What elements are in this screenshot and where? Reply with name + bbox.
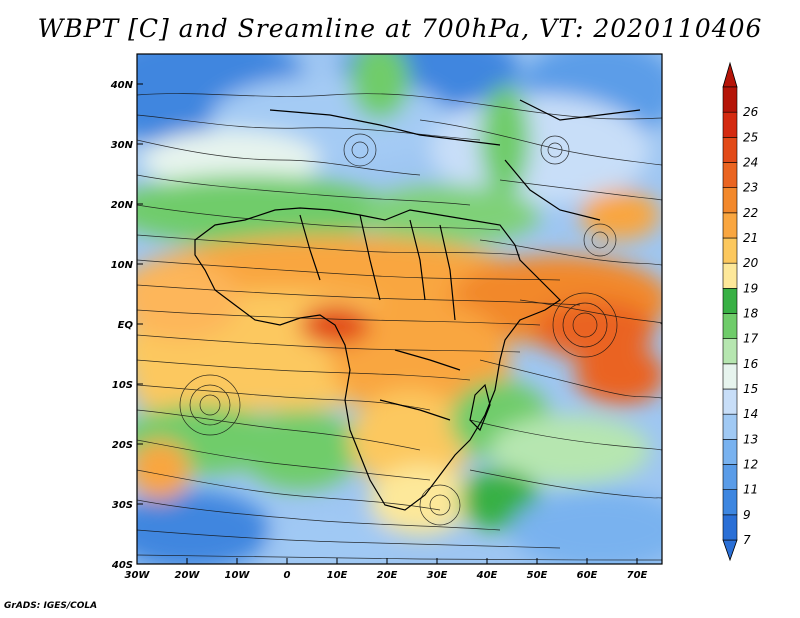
colorbar-label: 9 bbox=[743, 508, 751, 522]
colorbar-label: 23 bbox=[743, 181, 758, 195]
lon-tick-label: 30W bbox=[125, 570, 151, 581]
colorbar-label: 14 bbox=[743, 407, 758, 421]
map-title: WBPT [C] and Sreamline at 700hPa, VT: 20… bbox=[37, 14, 763, 43]
lat-tick-label: 40S bbox=[111, 560, 133, 571]
colorbar-label: 13 bbox=[743, 432, 758, 446]
colorbar-swatch bbox=[722, 413, 738, 440]
lon-tick-label: 70E bbox=[627, 570, 648, 581]
colorbar-label: 21 bbox=[743, 231, 758, 245]
colorbar-swatch bbox=[722, 514, 738, 541]
lon-tick-label: 20E bbox=[377, 570, 398, 581]
lat-tick-label: 20S bbox=[112, 440, 133, 451]
colorbar-label: 7 bbox=[743, 533, 751, 547]
colorbar-label: 20 bbox=[743, 256, 759, 270]
colorbar-swatch bbox=[722, 137, 738, 163]
colorbar-swatch bbox=[722, 111, 738, 138]
coastlines bbox=[194, 99, 641, 511]
lon-tick-label: 40E bbox=[476, 570, 498, 581]
colorbar-min-arrow bbox=[722, 539, 738, 562]
colorbar-label: 22 bbox=[743, 206, 758, 220]
colorbar-swatch bbox=[722, 439, 738, 465]
lon-tick-label: 10W bbox=[225, 570, 251, 581]
longitude-axis: 30W 20W 10W 0 10E 20E 30E 40E 50E 60E 70E bbox=[125, 558, 648, 581]
lat-tick-label: 30N bbox=[111, 140, 134, 151]
colorbar-label: 24 bbox=[743, 156, 758, 170]
lat-tick-label: 30S bbox=[112, 500, 133, 511]
colorbar-swatch bbox=[722, 464, 738, 490]
wbpt-shading bbox=[137, 54, 662, 564]
colorbar-swatch bbox=[722, 262, 738, 289]
lon-tick-label: 20W bbox=[175, 570, 201, 581]
lon-tick-label: 30E bbox=[427, 570, 448, 581]
colorbar-max-arrow bbox=[722, 61, 738, 88]
colorbar-swatch bbox=[722, 212, 738, 239]
lat-tick-label: 20N bbox=[111, 200, 134, 211]
colorbar-swatch bbox=[722, 162, 738, 188]
colorbar-label: 11 bbox=[743, 483, 758, 497]
colorbar-swatch bbox=[722, 489, 738, 516]
colorbar-swatch bbox=[722, 338, 738, 365]
lon-tick-label: 0 bbox=[284, 570, 291, 581]
lon-tick-label: 10E bbox=[327, 570, 348, 581]
map-frame bbox=[136, 53, 663, 565]
colorbar-label: 26 bbox=[743, 105, 759, 119]
colorbar-swatch bbox=[722, 313, 738, 339]
colorbar-label: 25 bbox=[743, 130, 758, 144]
colorbar-label: 12 bbox=[743, 458, 758, 472]
colorbar: 7 9 11 12 13 14 15 16 17 18 19 20 21 22 23 24 25 26 bbox=[722, 61, 759, 562]
colorbar-label: 19 bbox=[743, 281, 758, 295]
colorbar-label: 16 bbox=[743, 357, 759, 371]
colorbar-swatch bbox=[722, 187, 738, 214]
lat-tick-label: 40N bbox=[110, 80, 134, 91]
lon-tick-label: 50E bbox=[527, 570, 548, 581]
lat-tick-label: 10S bbox=[112, 380, 133, 391]
colorbar-label: 18 bbox=[743, 307, 759, 321]
lat-tick-label: EQ bbox=[118, 320, 134, 331]
lat-tick-label: 10N bbox=[111, 260, 134, 271]
grads-credit: GrADS: IGES/COLA bbox=[4, 601, 98, 611]
lon-tick-label: 60E bbox=[577, 570, 598, 581]
latitude-axis: 40N 30N 20N 10N EQ 10S 20S 30S 40S bbox=[110, 80, 143, 571]
colorbar-swatch bbox=[722, 288, 738, 314]
colorbar-label: 17 bbox=[743, 332, 759, 346]
colorbar-swatch bbox=[722, 363, 738, 390]
colorbar-swatch bbox=[722, 86, 738, 113]
colorbar-swatch bbox=[722, 237, 738, 264]
colorbar-swatch bbox=[722, 388, 738, 415]
colorbar-label: 15 bbox=[743, 382, 758, 396]
